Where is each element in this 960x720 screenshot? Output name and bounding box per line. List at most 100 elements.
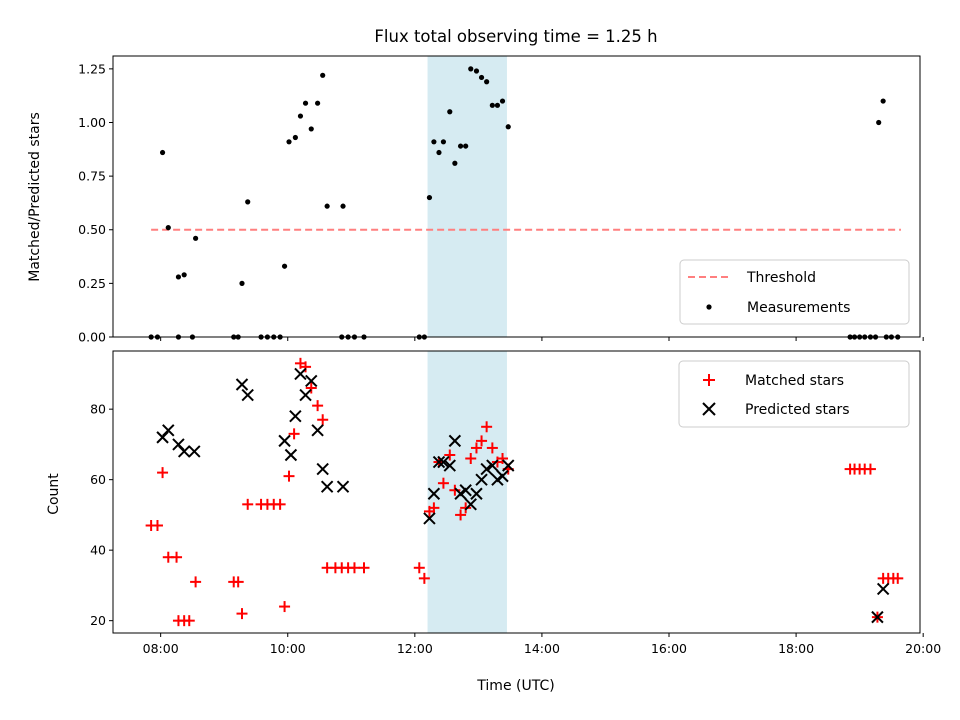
predicted-star-point [299, 388, 312, 402]
legend-matched-swatch [703, 374, 715, 386]
matched-star-point [242, 498, 254, 510]
legend-threshold-label: Threshold [746, 270, 816, 286]
y-tick-label: 40 [90, 543, 106, 558]
measurement-point [340, 203, 346, 209]
bottom-y-ticks: 20 40 60 80 [90, 402, 113, 628]
y-tick-label: 20 [90, 613, 106, 628]
measurement-point [457, 143, 464, 149]
measurement-point [324, 203, 330, 209]
top-x-ticks [160, 337, 924, 341]
predicted-star-point [305, 374, 318, 388]
matched-star-point [358, 562, 370, 574]
x-tick-label: 20:00 [905, 641, 941, 656]
y-tick-label: 0.00 [78, 330, 106, 345]
predicted-star-point [235, 378, 249, 391]
measurement-point [159, 149, 166, 156]
top-axes-frame [112, 55, 921, 338]
measurement-point [193, 235, 199, 241]
predicted-star-point [496, 469, 509, 483]
predicted-star-point [871, 610, 884, 624]
y-tick-label: 0.25 [78, 276, 106, 291]
predicted-star-point [448, 434, 462, 448]
matched-star-point [476, 435, 488, 447]
y-tick-label: 0.50 [78, 222, 106, 237]
measurement-point [431, 139, 437, 145]
legend-matched-label: Matched stars [745, 373, 844, 389]
predicted-star-point [437, 455, 450, 469]
bottom-y-axis-label: Count [46, 473, 62, 515]
matched-star-point [274, 498, 286, 510]
measurement-point [292, 134, 298, 141]
measurement-point [302, 100, 309, 106]
measurement-point [281, 263, 288, 269]
top-shaded-span [427, 56, 507, 337]
y-tick-label: 0.75 [78, 169, 106, 184]
predicted-star-point [427, 487, 441, 500]
measurement-point [245, 199, 251, 205]
matched-star-point [481, 421, 493, 433]
measurement-point [320, 72, 326, 78]
matched-star-point [413, 562, 425, 574]
predicted-star-point [241, 388, 254, 402]
predicted-star-point [459, 484, 472, 497]
top-legend: Threshold Measurements [679, 259, 910, 325]
matched-star-point [455, 509, 467, 521]
predicted-star-point [443, 459, 456, 472]
matched-star-point [465, 453, 477, 465]
measurement-point [286, 139, 292, 145]
measurement-point [489, 102, 495, 108]
y-tick-label: 1.25 [78, 61, 106, 76]
predicted-star-point [162, 424, 175, 437]
y-tick-label: 1.00 [78, 115, 106, 130]
measurement-point [880, 98, 886, 104]
predicted-star-point [320, 480, 334, 493]
top-y-ticks: 0.00 0.25 0.50 0.75 1.00 1.25 [78, 61, 113, 345]
top-panel: 0.00 0.25 0.50 0.75 1.00 1.25 Matched/Predict… [27, 55, 924, 345]
matched-star-point [317, 414, 329, 426]
matched-star-point [486, 442, 498, 454]
predicted-star-point [432, 455, 446, 469]
matched-star-point [470, 442, 482, 454]
measurement-point [315, 100, 321, 106]
matched-star-point [497, 453, 509, 465]
legend-predicted-swatch [702, 402, 716, 416]
measurement-point [181, 272, 187, 278]
x-tick-label: 16:00 [651, 641, 687, 656]
predicted-star-point [475, 473, 488, 486]
legend-measurements-swatch [706, 304, 712, 310]
bottom-axes-frame [112, 350, 921, 634]
measurement-point [436, 149, 442, 156]
matched-star-point [437, 477, 449, 489]
predicted-star-point [502, 459, 515, 472]
matched-star-point [348, 562, 360, 574]
bottom-legend: Matched stars Predicted stars [678, 360, 910, 428]
predicted-star-point [177, 445, 191, 458]
bottom-panel: 20 40 60 80 08:00 10:00 12:00 14:00 16:00 18:00 2… [46, 350, 941, 694]
legend-predicted-label: Predicted stars [745, 402, 850, 418]
x-tick-label: 14:00 [524, 641, 560, 656]
x-tick-label: 08:00 [143, 641, 179, 656]
matched-star-point [418, 572, 430, 584]
matched-star-point [190, 576, 202, 588]
matched-star-point [183, 615, 195, 627]
x-axis-label: Time (UTC) [476, 678, 554, 694]
predicted-stars-points [156, 367, 890, 624]
matched-star-point [312, 400, 324, 412]
matched-star-point [449, 484, 461, 496]
predicted-star-point [316, 462, 329, 476]
measurement-point [308, 126, 314, 132]
predicted-star-point [423, 512, 436, 525]
measurement-point [473, 68, 480, 74]
matched-star-point [171, 551, 183, 563]
measurement-point [499, 98, 506, 104]
matched-star-point [460, 502, 472, 514]
x-tick-label: 12:00 [397, 641, 433, 656]
predicted-star-point [876, 582, 890, 596]
predicted-star-point [336, 480, 350, 493]
predicted-star-point [278, 434, 291, 448]
matched-star-point [428, 502, 440, 514]
top-y-axis-label: Matched/Predicted stars [27, 112, 43, 282]
matched-star-point [236, 608, 248, 620]
measurement-point [505, 124, 511, 130]
